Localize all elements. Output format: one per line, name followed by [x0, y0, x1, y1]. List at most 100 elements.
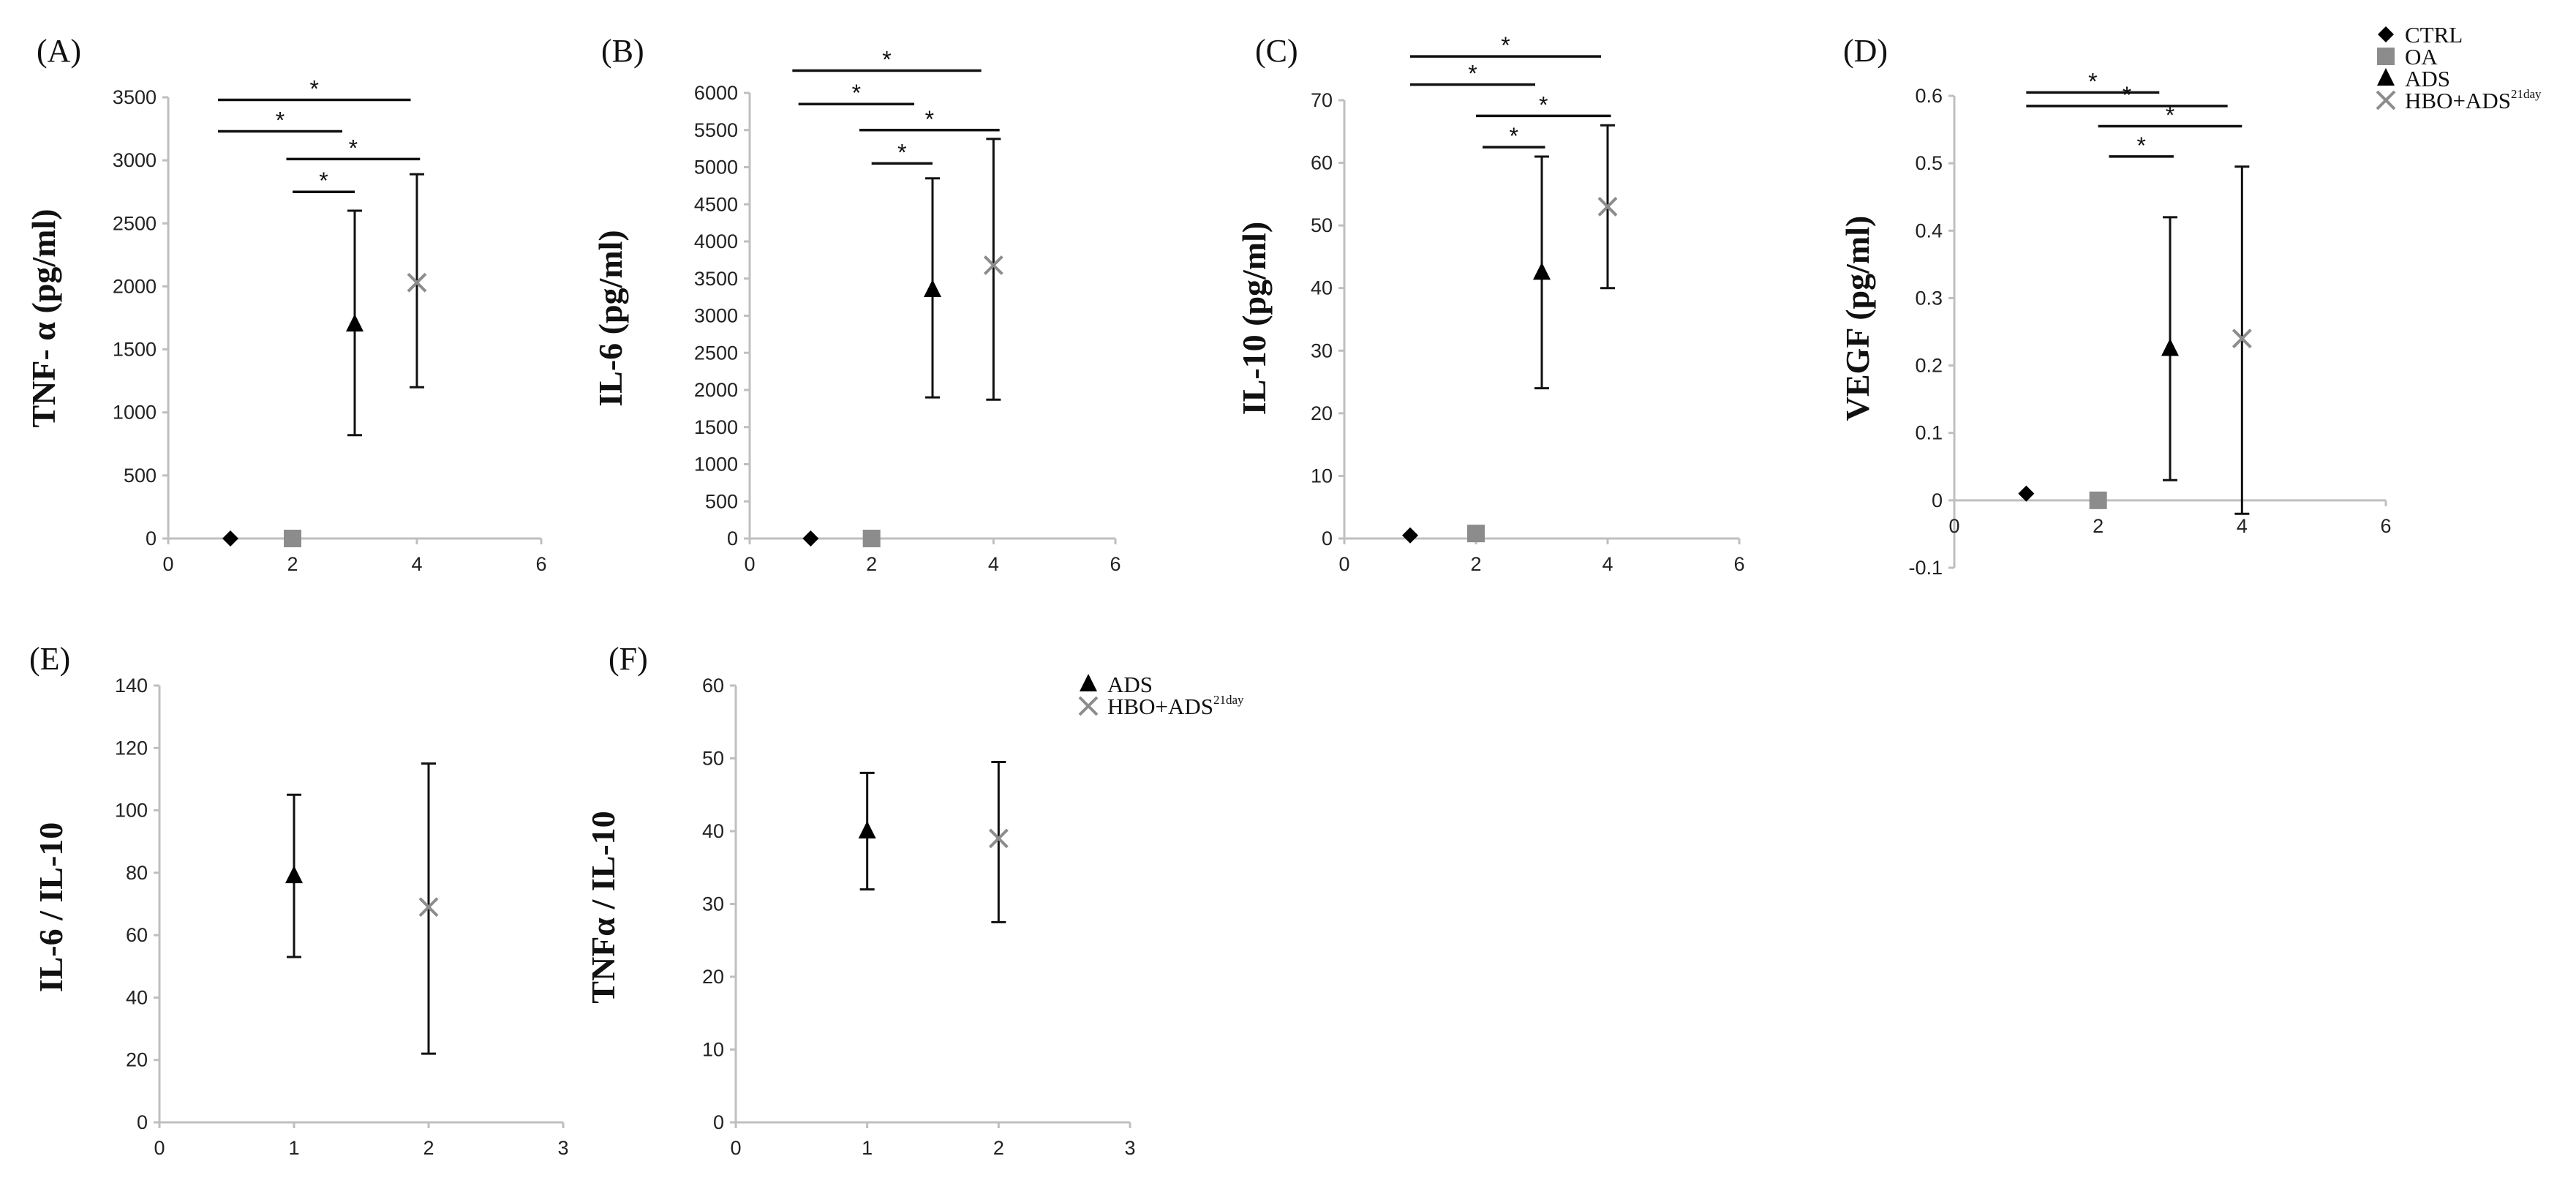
legend-top-label-superscript: 21day: [2511, 87, 2542, 101]
significance-star: *: [1468, 61, 1477, 87]
x-tick-label: 0: [154, 1137, 165, 1159]
x-tick-label: 0: [1948, 515, 1959, 537]
x-tick-label: 2: [1470, 553, 1481, 575]
data-point-diamond: [802, 530, 819, 547]
x-tick-label: 2: [993, 1137, 1004, 1159]
data-point-triangle: [285, 866, 303, 884]
panel-label: (C): [1255, 33, 1298, 69]
significance-star: *: [2136, 132, 2145, 159]
y-tick-label: 40: [126, 986, 148, 1008]
y-axis-label: IL-10 (pg/ml): [1235, 222, 1273, 416]
data-point-triangle: [1533, 262, 1551, 280]
data-point-cross: [418, 897, 439, 917]
y-tick-label: 60: [126, 924, 148, 946]
data-point-triangle: [924, 279, 941, 297]
significance-star: *: [897, 139, 906, 165]
significance-star: *: [2123, 82, 2131, 108]
legend-top-marker: [2377, 68, 2395, 86]
y-tick-label: 2500: [694, 342, 738, 364]
significance-star: *: [2166, 102, 2174, 128]
significance-star: *: [882, 47, 891, 73]
y-tick-label: 3000: [694, 305, 738, 327]
x-tick-label: 3: [1124, 1137, 1135, 1159]
significance-star: *: [1501, 32, 1510, 59]
legend-top-label: HBO+ADS21day: [2405, 87, 2542, 113]
x-tick-label: 2: [287, 553, 298, 575]
y-tick-label: 1000: [113, 402, 157, 424]
significance-star: *: [1539, 91, 1548, 118]
significance-star: *: [1510, 123, 1518, 149]
x-tick-label: 0: [744, 553, 755, 575]
panel-label: (F): [609, 641, 648, 677]
y-tick-label: -0.1: [1908, 557, 1943, 579]
data-point-cross: [983, 255, 1003, 275]
significance-star: *: [319, 168, 328, 194]
y-tick-label: 1000: [694, 454, 738, 476]
x-tick-label: 6: [535, 553, 546, 575]
y-axis-label: TNFα / IL-10: [584, 811, 622, 1003]
panel-label: (A): [37, 33, 81, 69]
data-point-diamond: [1402, 527, 1418, 544]
y-tick-label: 100: [115, 800, 148, 822]
y-tick-label: 4500: [694, 193, 738, 215]
legend-top-marker: [2376, 90, 2396, 110]
y-tick-label: 80: [126, 862, 148, 884]
y-tick-label: 20: [702, 966, 724, 988]
x-tick-label: 1: [288, 1137, 299, 1159]
chart-panel-d: (D)VEGF (pg/ml)-0.100.10.20.30.40.50.60 2…: [1839, 33, 2392, 579]
y-tick-label: 120: [115, 737, 148, 759]
y-tick-label: 0.2: [1915, 355, 1943, 377]
y-tick-label: 5500: [694, 119, 738, 141]
data-point-diamond: [222, 530, 238, 547]
y-tick-label: 60: [1311, 152, 1333, 174]
y-tick-label: 40: [702, 820, 724, 842]
y-axis-label: IL-6 (pg/ml): [592, 230, 629, 407]
legend-bottom-label: HBO+ADS21day: [1107, 693, 1244, 719]
y-tick-label: 0.5: [1915, 152, 1943, 174]
y-tick-label: 0: [727, 528, 738, 549]
y-tick-label: 3000: [113, 149, 157, 171]
legend-top-marker: [2377, 48, 2395, 65]
y-tick-label: 20: [1311, 402, 1333, 424]
x-tick-label: 0: [1338, 553, 1349, 575]
legend-top-label: CTRL: [2405, 22, 2463, 48]
y-tick-label: 4000: [694, 230, 738, 252]
significance-star: *: [925, 106, 934, 132]
panel-label: (E): [29, 641, 70, 677]
legend-top-label: OA: [2405, 44, 2438, 70]
y-tick-label: 2500: [113, 212, 157, 234]
y-tick-label: 0: [137, 1111, 148, 1133]
y-tick-label: 1500: [113, 339, 157, 361]
y-tick-label: 10: [1311, 465, 1333, 487]
x-tick-label: 4: [411, 553, 422, 575]
y-tick-label: 30: [702, 893, 724, 915]
data-point-square: [2089, 491, 2107, 509]
legend-top-label: ADS: [2405, 66, 2450, 91]
data-point-triangle: [346, 314, 364, 332]
y-tick-label: 500: [705, 490, 738, 512]
y-axis-label: TNF- α (pg/ml): [25, 209, 62, 427]
chart-panel-f: (F) TNFα / IL-10 0 10 20 30 40 50 60 0 1 2 3: [584, 641, 1136, 1159]
x-tick-label: 4: [988, 553, 999, 575]
y-tick-label: 70: [1311, 89, 1333, 111]
legend-bottom-marker: [1078, 696, 1099, 716]
data-point-square: [862, 530, 881, 547]
legend-bottom-label-superscript: 21day: [1213, 693, 1244, 707]
data-point-diamond: [2018, 485, 2035, 502]
y-tick-label: 0: [1932, 489, 1943, 511]
y-tick-label: 6000: [694, 82, 738, 104]
data-point-cross: [407, 272, 427, 293]
y-tick-label: 30: [1311, 339, 1333, 361]
data-point-triangle: [2161, 338, 2179, 356]
y-tick-label: 50: [1311, 214, 1333, 236]
significance-star: *: [310, 75, 319, 102]
panel-label: (D): [1843, 33, 1888, 69]
significance-star: *: [2088, 68, 2097, 94]
y-tick-label: 0.4: [1915, 219, 1943, 241]
y-tick-label: 1500: [694, 416, 738, 438]
x-tick-label: 6: [1110, 553, 1121, 575]
data-point-square: [1467, 525, 1485, 543]
x-tick-label: 6: [2380, 515, 2391, 537]
x-tick-label: 4: [1602, 553, 1613, 575]
